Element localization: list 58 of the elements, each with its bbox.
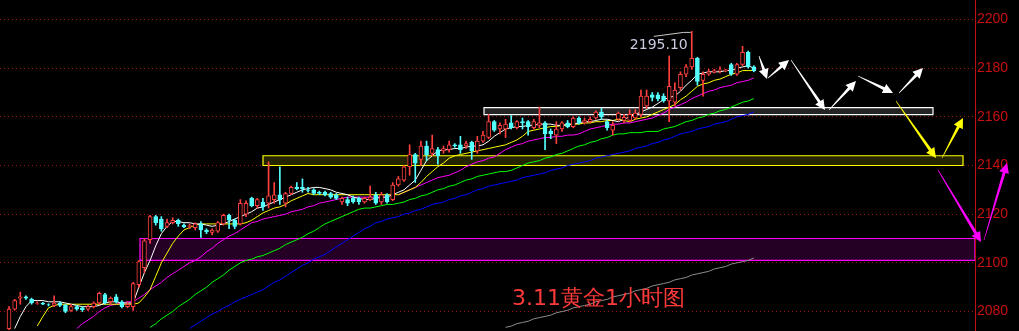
candlestick — [266, 161, 271, 209]
y-tick-label: 2080 — [977, 302, 1009, 319]
candlestick — [689, 31, 695, 70]
candlestick — [582, 117, 587, 125]
candlestick — [17, 291, 23, 305]
candlestick — [740, 45, 745, 67]
candlestick — [283, 191, 288, 208]
candlestick — [695, 56, 700, 86]
candlestick — [424, 140, 429, 161]
candlestick — [717, 66, 723, 74]
candlestick — [407, 144, 412, 176]
candlestick — [125, 301, 130, 309]
candlestick — [616, 111, 621, 121]
candlestick — [627, 109, 633, 123]
y-tick-label: 2160 — [977, 107, 1009, 124]
candlestick — [503, 118, 508, 138]
candlestick — [328, 191, 333, 199]
candlestick — [548, 128, 554, 140]
candlestick — [271, 182, 277, 204]
candlestick — [29, 297, 34, 305]
y-tick-label: 2200 — [977, 10, 1009, 27]
candlestick — [108, 296, 113, 305]
candlestick — [565, 120, 570, 129]
candlestick — [723, 69, 728, 73]
candlestick — [63, 303, 68, 314]
candlestick — [362, 196, 367, 204]
candlestick — [706, 69, 712, 76]
y-tick-label: 2100 — [977, 253, 1009, 270]
candlestick — [441, 145, 446, 154]
candlestick — [458, 135, 463, 154]
candlestick — [80, 306, 85, 312]
candlestick — [666, 55, 672, 123]
candlestick — [345, 196, 350, 206]
candlestick — [537, 106, 542, 129]
candlestick — [475, 135, 480, 154]
candlestick — [554, 121, 559, 144]
candlestick — [396, 176, 401, 187]
candlestick — [661, 93, 666, 103]
y-tick-label: 2180 — [977, 59, 1009, 76]
text: 3.11黄金1小时图 — [512, 284, 685, 312]
candlestick — [142, 238, 147, 273]
candlestick — [599, 107, 604, 120]
candlestick — [238, 199, 243, 226]
candlestick — [91, 301, 96, 309]
candlestick — [644, 89, 649, 109]
candlestick — [159, 216, 164, 232]
candlestick — [249, 196, 254, 208]
candlestick — [520, 117, 525, 130]
candlestick — [12, 299, 17, 311]
candlestick — [711, 69, 717, 74]
candlestick — [23, 295, 29, 300]
candlestick — [379, 191, 384, 205]
candlestick — [96, 291, 102, 305]
candlestick — [486, 114, 491, 140]
candlestick — [678, 71, 683, 91]
candlestick — [221, 213, 226, 226]
candlestick — [170, 217, 175, 225]
annotation: 2195.10 — [629, 36, 688, 53]
